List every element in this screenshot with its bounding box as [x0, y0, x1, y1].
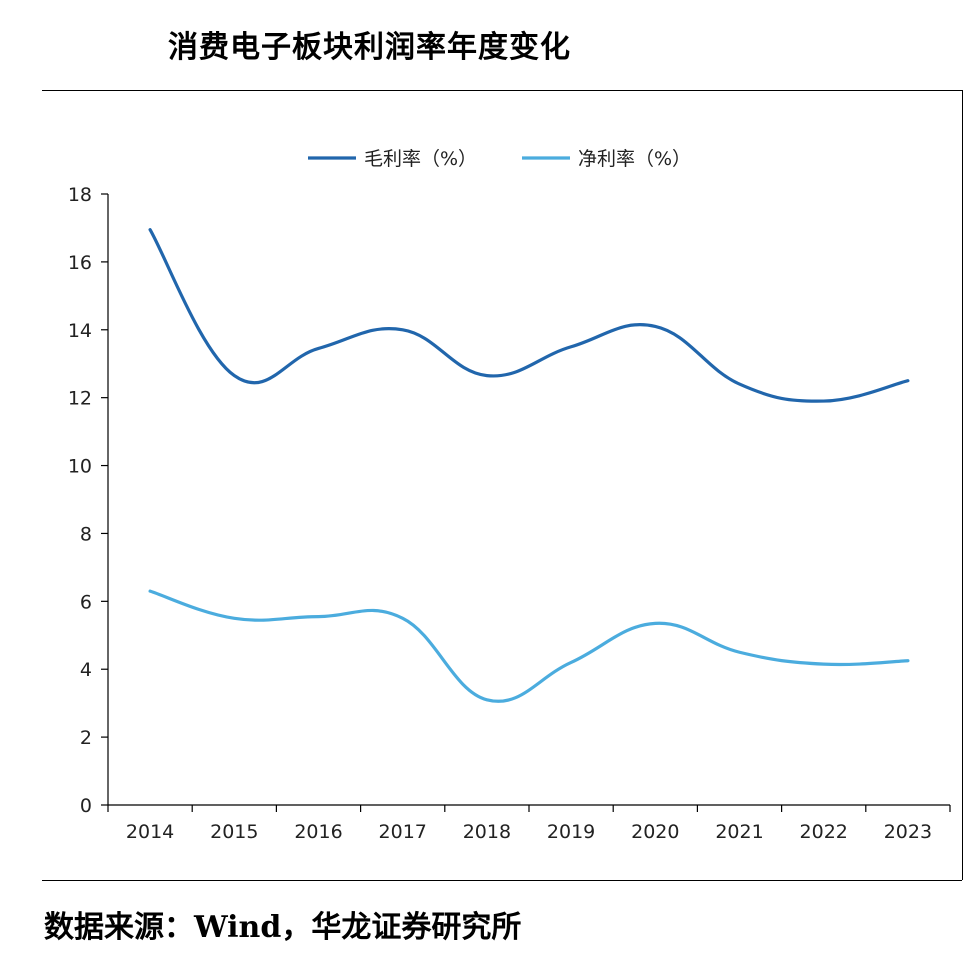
y-tick-label: 0 [80, 795, 92, 817]
legend-label-1: 毛利率（%） [364, 148, 477, 170]
chart-axes: 0 2 4 6 8 10 12 14 16 18 2014 2015 2016 2017 2018 2019 2… [68, 184, 951, 843]
y-tick-label: 6 [80, 591, 92, 613]
y-tick-label: 10 [68, 456, 92, 478]
y-tick-label: 18 [68, 184, 92, 206]
series-line-1 [148, 228, 910, 403]
y-tick-label: 16 [68, 252, 92, 274]
y-tick-label: 12 [68, 388, 92, 410]
chart-series [148, 228, 910, 703]
x-tick-label: 2019 [547, 821, 595, 843]
x-tick-label: 2023 [884, 821, 932, 843]
bottom-rule [42, 880, 962, 881]
x-tick-label: 2021 [715, 821, 763, 843]
legend-label-2: 净利率（%） [578, 148, 691, 170]
y-tick-label: 4 [80, 659, 92, 681]
x-tick-label: 2015 [210, 821, 258, 843]
page-title: 消费电子板块利润率年度变化 [168, 30, 571, 65]
x-tick-label: 2014 [126, 821, 174, 843]
y-tick-label: 8 [80, 523, 92, 545]
x-tick-label: 2020 [631, 821, 679, 843]
y-tick-label: 14 [68, 320, 92, 342]
series-line-2 [148, 589, 910, 703]
x-tick-label: 2018 [463, 821, 511, 843]
x-tick-label: 2022 [800, 821, 848, 843]
y-tick-label: 2 [80, 727, 92, 749]
x-tick-label: 2017 [379, 821, 427, 843]
top-rule [42, 90, 962, 91]
x-tick-label: 2016 [294, 821, 342, 843]
source-note: 数据来源：Wind，华龙证券研究所 [44, 910, 522, 945]
right-rule [962, 90, 963, 880]
chart-legend: 毛利率（%） 净利率（%） [308, 148, 691, 170]
